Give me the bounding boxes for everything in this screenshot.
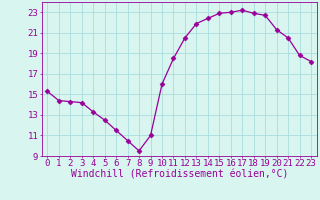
X-axis label: Windchill (Refroidissement éolien,°C): Windchill (Refroidissement éolien,°C) [70,170,288,180]
